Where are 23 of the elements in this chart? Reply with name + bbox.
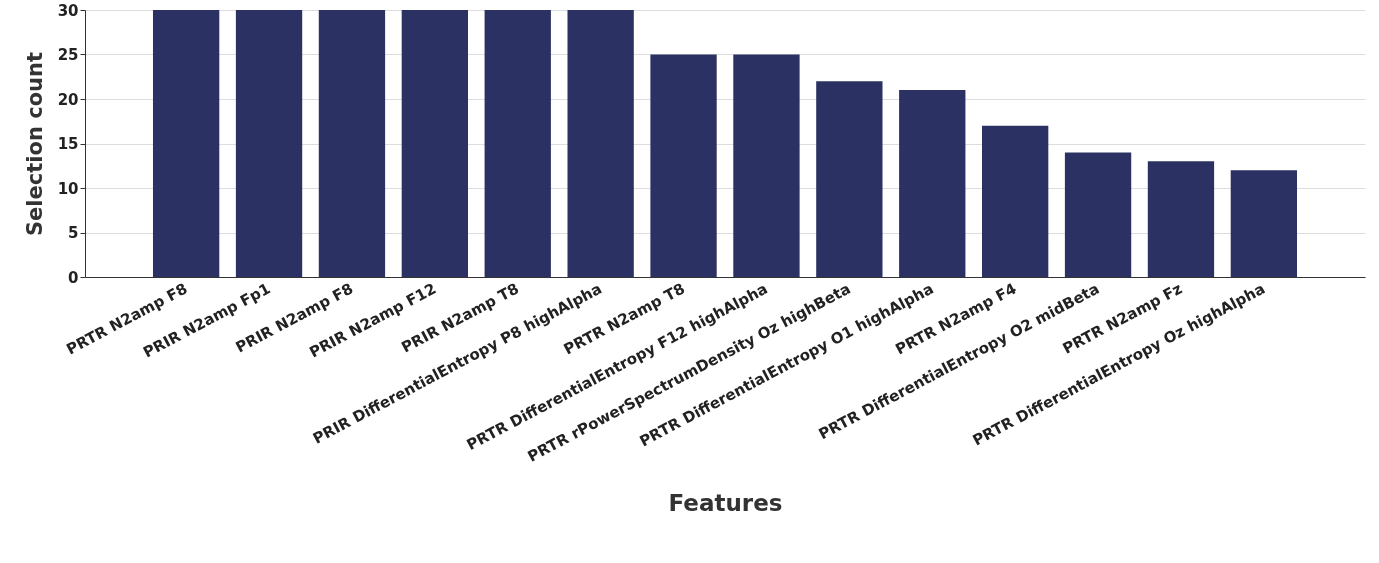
bar (1147, 161, 1215, 277)
bar (152, 10, 220, 277)
bar (650, 54, 717, 277)
y-tick-label: 0 (68, 268, 79, 287)
bar (401, 10, 469, 277)
bar (235, 10, 303, 277)
y-tick-label: 10 (57, 179, 79, 198)
x-axis-title: Features (668, 489, 783, 516)
bar (318, 10, 386, 277)
bar (981, 125, 1049, 277)
bar (733, 54, 800, 277)
bar (899, 90, 966, 277)
y-axis-title: Selection count (22, 52, 47, 236)
bar (1064, 152, 1132, 277)
bar (567, 10, 634, 277)
bar (816, 81, 883, 277)
y-tick-label: 30 (57, 1, 79, 20)
y-tick-label: 25 (57, 46, 79, 64)
y-tick-label: 15 (57, 135, 79, 153)
y-tick-label: 5 (68, 224, 79, 242)
y-tick-label: 20 (57, 90, 79, 109)
bar (484, 10, 551, 277)
bar (1230, 170, 1298, 277)
